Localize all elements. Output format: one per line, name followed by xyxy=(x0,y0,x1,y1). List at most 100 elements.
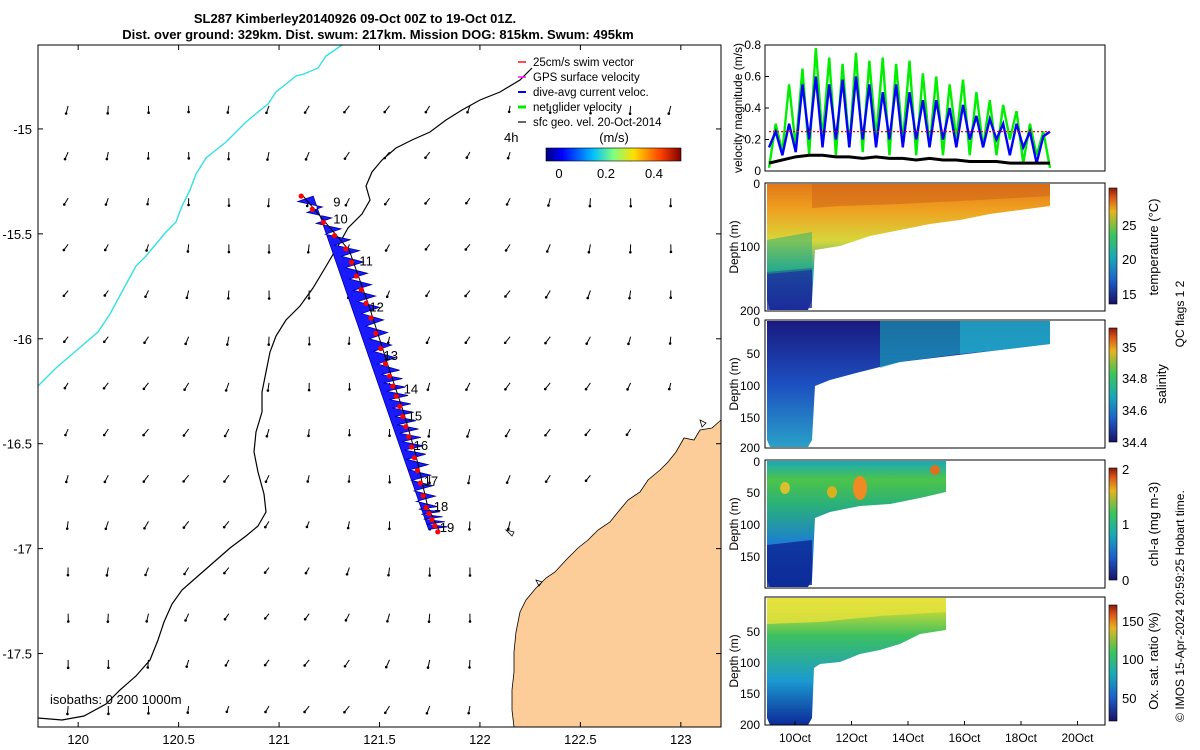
geo-arrow-head-136 xyxy=(424,248,428,251)
geo-arrow-head-7 xyxy=(63,386,67,390)
map-xtick-label-2: 121 xyxy=(268,732,290,747)
legend-dive-label: dive-avg current veloc. xyxy=(533,87,649,99)
chla-blob-3 xyxy=(930,465,940,475)
swim-vector-13 xyxy=(386,373,393,379)
geo-arrow-head-79 xyxy=(267,297,271,300)
temperature-ytick-0: 0 xyxy=(753,177,760,191)
geo-arrow-head-98 xyxy=(343,710,346,714)
geo-arrow-head-26 xyxy=(105,157,109,161)
geo-arrow-head-66 xyxy=(227,250,231,254)
geo-arrow-head-139 xyxy=(424,110,428,114)
geo-arrow-head-183 xyxy=(626,388,629,391)
geo-arrow-head-162 xyxy=(506,156,510,160)
oxygen-panel: 50 100 150 200 Depth (m) 50 100 150 Ox. … xyxy=(727,596,1161,732)
geo-arrow-head-155 xyxy=(505,481,509,484)
land-mass xyxy=(511,419,722,728)
swim-vector-1 xyxy=(309,206,315,212)
salinity-axes-box xyxy=(764,319,1106,449)
geo-arrow-head-90 xyxy=(307,434,310,438)
map-xtick-label-0: 120 xyxy=(67,732,89,747)
geo-arrow-head-95 xyxy=(305,204,309,208)
salinity-colorbar xyxy=(1108,327,1118,443)
map-panel: 910 11 12 13 14 15 16 17 18 19 120 120.5 121 121.5 12… xyxy=(2,44,722,747)
qc-flags-label: QC flags 1 2 xyxy=(1173,280,1187,347)
temperature-axes-box xyxy=(764,182,1106,312)
geo-arrow-head-193 xyxy=(669,250,673,254)
geo-arrow-head-150 xyxy=(464,248,468,251)
geo-arrow-head-185 xyxy=(628,296,631,300)
geo-arrow-head-47 xyxy=(182,480,185,483)
geo-arrow-head-134 xyxy=(425,341,429,345)
chla-blob-4 xyxy=(780,482,790,494)
velocity-ytick-label-3: 0.6 xyxy=(744,70,761,84)
geo-arrow-head-165 xyxy=(544,433,547,437)
temperature-section xyxy=(767,184,1050,310)
geo-arrow-head-126 xyxy=(425,711,429,715)
geo-arrow-head-93 xyxy=(307,297,311,300)
day-label-15: 15 xyxy=(408,409,422,424)
chla-deep xyxy=(767,540,812,587)
map-legend: 25cm/s swim vector GPS surface velocity … xyxy=(518,57,662,129)
section-xtick-label-2: 14Oct xyxy=(892,731,925,745)
temperature-ytick-2: 200 xyxy=(740,304,760,318)
swim-vector-7 xyxy=(358,287,364,293)
isobaths-label: isobaths: 0 200 1000m xyxy=(50,692,182,707)
geo-arrow-64 xyxy=(226,336,230,345)
salinity-cbar-tick-3: 35 xyxy=(1122,340,1136,355)
geo-arrow-head-114 xyxy=(386,619,389,623)
geo-arrow-head-61 xyxy=(223,480,226,483)
geo-arrow-head-36 xyxy=(143,341,146,345)
geo-arrow-62 xyxy=(224,428,230,437)
chla-ytick-3: 150 xyxy=(740,550,760,564)
temperature-cbar-label: temperature (°C) xyxy=(1146,199,1161,296)
geo-arrow-156 xyxy=(505,428,511,437)
geo-arrow-head-75 xyxy=(264,480,268,483)
geo-arrow-head-80 xyxy=(267,251,271,254)
salinity-ytick-3: 150 xyxy=(740,411,760,425)
swim-vector-27 xyxy=(429,517,435,523)
geo-arrow-head-10 xyxy=(62,248,66,252)
geo-arrow-head-73 xyxy=(263,571,267,574)
geo-arrow-head-70 xyxy=(264,710,267,714)
geo-arrow-head-111 xyxy=(343,110,346,114)
geo-arrow-head-0 xyxy=(66,712,69,716)
geo-arrow-head-142 xyxy=(468,620,472,623)
geo-arrow-49 xyxy=(184,382,190,390)
geo-arrow-head-159 xyxy=(504,295,507,298)
map-colorbar-tick-0: 0 xyxy=(555,166,562,181)
map-xtick-label-4: 122 xyxy=(469,732,491,747)
geo-arrow-head-59 xyxy=(223,571,226,575)
swim-vector-16 xyxy=(397,403,403,410)
swim-vector-17 xyxy=(400,413,406,420)
geo-arrow-head-31 xyxy=(144,573,147,577)
chla-ytick-2: 100 xyxy=(740,518,760,532)
geo-arrow-head-35 xyxy=(142,387,146,391)
geo-arrow-33 xyxy=(143,474,149,482)
geo-arrow-head-63 xyxy=(224,389,228,392)
swim-vector-21 xyxy=(411,455,418,461)
oxygen-cbar-tick-0: 50 xyxy=(1122,691,1136,706)
velocity-ytick-label-4: 0.8 xyxy=(744,38,761,52)
geo-arrow-110 xyxy=(344,151,350,159)
chla-cbar-label: chl-a (mg m-3) xyxy=(1146,482,1161,567)
geo-arrow-head-189 xyxy=(628,112,632,116)
map-ytick-label-3: -16.5 xyxy=(2,437,32,452)
geo-arrow-head-182 xyxy=(625,433,629,437)
geo-arrow-0 xyxy=(66,705,69,715)
geo-arrow-head-40 xyxy=(146,157,150,160)
time-marker: 4h xyxy=(504,130,518,145)
geo-arrow-196 xyxy=(668,105,672,114)
day-label-14: 14 xyxy=(404,381,418,396)
swim-vector-29 xyxy=(435,529,441,535)
geo-arrow-head-179 xyxy=(588,204,592,208)
map-xtick-label-6: 123 xyxy=(670,732,692,747)
geo-arrow-head-140 xyxy=(467,711,470,715)
geo-arrow-head-29 xyxy=(146,666,150,669)
legend-sfc-label: sfc geo. vel. 20-Oct-2014 xyxy=(533,117,662,129)
isobath-200m xyxy=(37,67,533,721)
geo-arrow-head-34 xyxy=(142,433,145,437)
geo-arrow-head-43 xyxy=(185,665,189,668)
swim-vector-9 xyxy=(368,315,374,321)
chla-ytick-1: 50 xyxy=(747,486,761,500)
geo-arrow-head-22 xyxy=(102,340,106,344)
